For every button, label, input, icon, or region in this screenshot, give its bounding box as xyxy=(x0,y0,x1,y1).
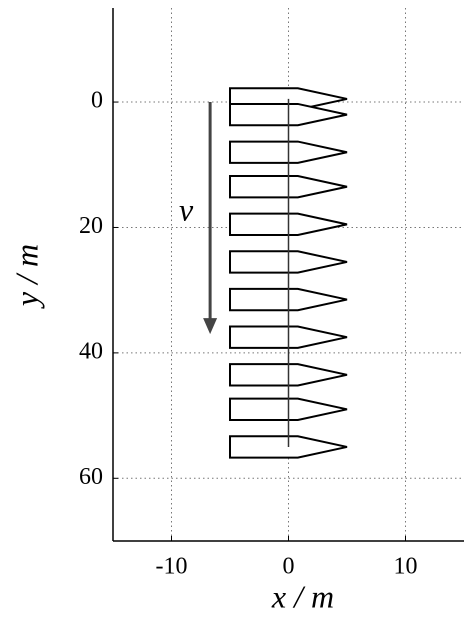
y-axis-label: y / m xyxy=(8,244,44,309)
x-axis-label: x / m xyxy=(271,578,334,614)
y-tick-label: 60 xyxy=(79,464,103,490)
x-tick-label: 0 xyxy=(283,554,295,580)
y-tick-label: 40 xyxy=(79,338,103,364)
arrow-head xyxy=(203,318,218,335)
x-tick-label: -10 xyxy=(156,554,188,580)
y-tick-label: 20 xyxy=(79,213,103,239)
x-tick-label: 10 xyxy=(394,554,418,580)
y-tick-label: 0 xyxy=(91,88,103,114)
velocity-label: v xyxy=(179,191,194,227)
